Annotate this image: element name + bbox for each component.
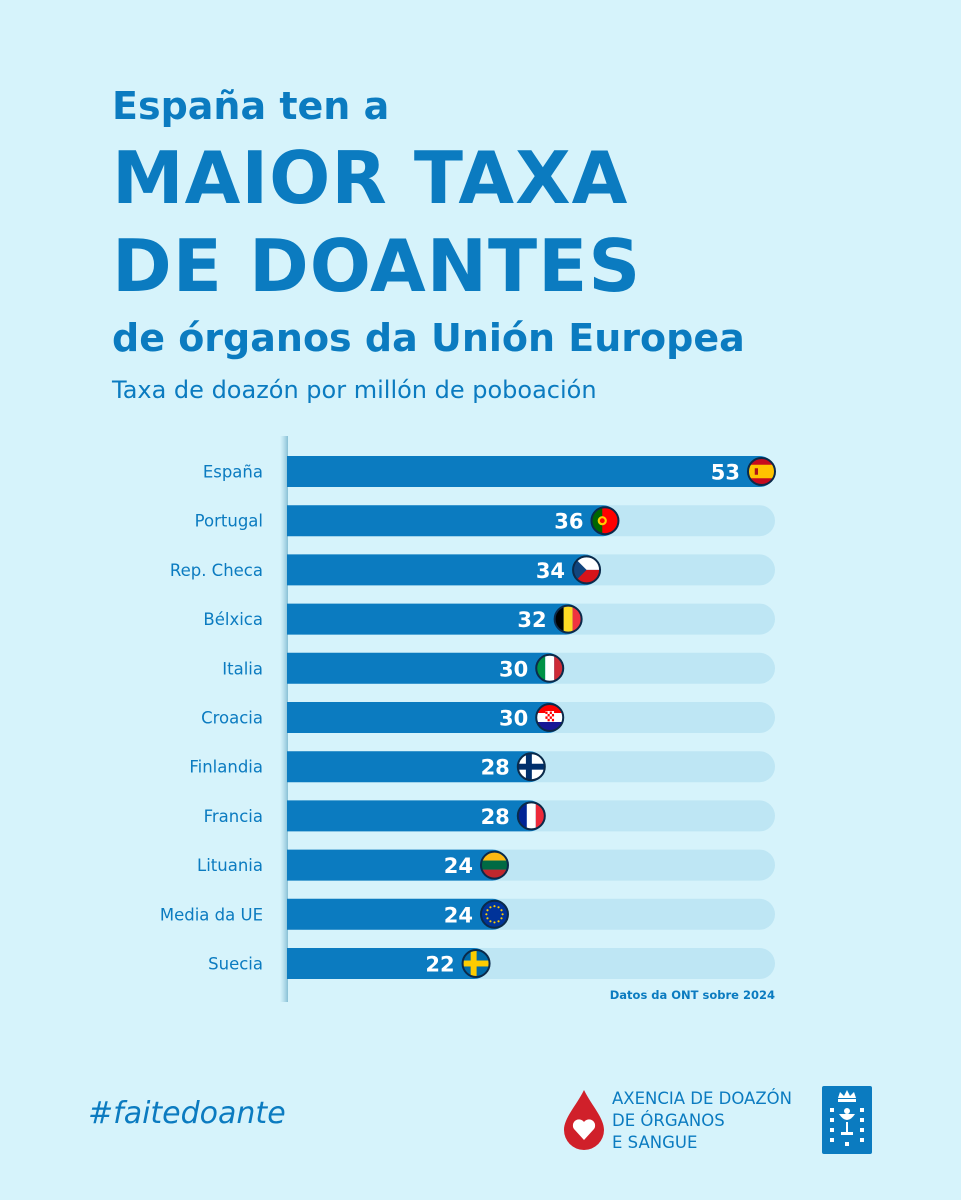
category-label: Croacia: [201, 709, 263, 728]
france-flag-icon: [516, 801, 546, 831]
heading-line-1: España ten a: [112, 84, 390, 128]
value-label: 28: [481, 805, 510, 829]
finland-flag-icon: [516, 752, 546, 782]
bar: [287, 948, 490, 979]
value-label: 22: [425, 953, 454, 977]
bar: [287, 554, 601, 586]
blood-drop-heart-icon: [564, 1090, 604, 1150]
bar-row: Rep. Checa 34: [170, 554, 775, 586]
bar-row: Media da UE 24: [160, 898, 775, 930]
category-label: Portugal: [195, 512, 263, 531]
category-label: Finlandia: [189, 758, 263, 777]
belgium-flag-icon: [553, 604, 583, 634]
agency-name-line-3: E SANGUE: [612, 1133, 698, 1152]
croatia-flag-icon: [535, 703, 565, 732]
bar: [287, 505, 619, 537]
portugal-flag-icon: [590, 506, 620, 536]
bar-row: Portugal 36: [195, 505, 775, 537]
bar-row: España 53: [203, 456, 776, 487]
hashtag[interactable]: #faitedoante: [88, 1096, 286, 1131]
bar-chart: España 53 Portugal 36 Rep. Checa 34 Bélxica 32 I…: [160, 436, 776, 1002]
bar-row: Lituania 24: [197, 849, 775, 881]
category-label: Bélxica: [203, 610, 263, 629]
bar: [287, 849, 508, 881]
category-label: Rep. Checa: [170, 561, 263, 580]
heading: España ten a MAIOR TAXA DE DOANTES de ór…: [112, 78, 912, 366]
czech-flag-icon: [572, 555, 602, 585]
bar-row: Bélxica 32: [203, 603, 775, 635]
source-note: Datos da ONT sobre 2024: [610, 988, 775, 1002]
galicia-crest-icon: [822, 1086, 872, 1154]
bar-row: Suecia 22: [208, 948, 775, 979]
bar-row: Italia 30: [222, 652, 775, 684]
bar-row: Francia 28: [204, 800, 775, 832]
category-label: Media da UE: [160, 905, 263, 924]
eu-flag-icon: [479, 899, 509, 929]
italy-flag-icon: [535, 653, 565, 683]
bar: [287, 456, 775, 487]
lithuania-flag-icon: [479, 850, 509, 880]
value-label: 24: [444, 903, 473, 927]
agency-name-line-1: AXENCIA DE DOAZÓN: [612, 1089, 792, 1108]
category-label: Francia: [204, 807, 263, 826]
bar-row: Finlandia 28: [189, 751, 775, 783]
heading-line-4: de órganos da Unión Europea: [112, 316, 745, 360]
chart-title: Taxa de doazón por millón de poboación: [112, 376, 597, 404]
value-label: 30: [499, 707, 528, 731]
category-label: Lituania: [197, 856, 263, 875]
sweden-flag-icon: [461, 949, 491, 978]
value-label: 36: [554, 510, 583, 534]
bar: [287, 652, 564, 684]
value-label: 32: [517, 608, 546, 632]
category-label: Italia: [222, 659, 263, 678]
value-label: 53: [711, 461, 740, 485]
bar: [287, 702, 564, 733]
bar: [287, 898, 508, 930]
heading-line-2: MAIOR TAXA: [112, 136, 629, 220]
agency-name-line-2: DE ÓRGANOS: [612, 1111, 725, 1130]
bar-row: Croacia 30: [201, 702, 775, 733]
bar: [287, 751, 545, 783]
spain-flag-icon: [747, 457, 776, 486]
agency-logo: AXENCIA DE DOAZÓN DE ÓRGANOS E SANGUE: [556, 1086, 816, 1156]
agency-name: AXENCIA DE DOAZÓN DE ÓRGANOS E SANGUE: [612, 1088, 792, 1154]
value-label: 34: [536, 559, 565, 583]
category-label: Suecia: [208, 955, 263, 974]
value-label: 28: [481, 756, 510, 780]
category-label: España: [203, 463, 263, 482]
value-label: 24: [444, 854, 473, 878]
heading-line-3: DE DOANTES: [112, 224, 642, 308]
value-label: 30: [499, 657, 528, 681]
bar: [287, 603, 582, 635]
bar: [287, 800, 545, 832]
axis-shadow: [280, 436, 288, 1002]
